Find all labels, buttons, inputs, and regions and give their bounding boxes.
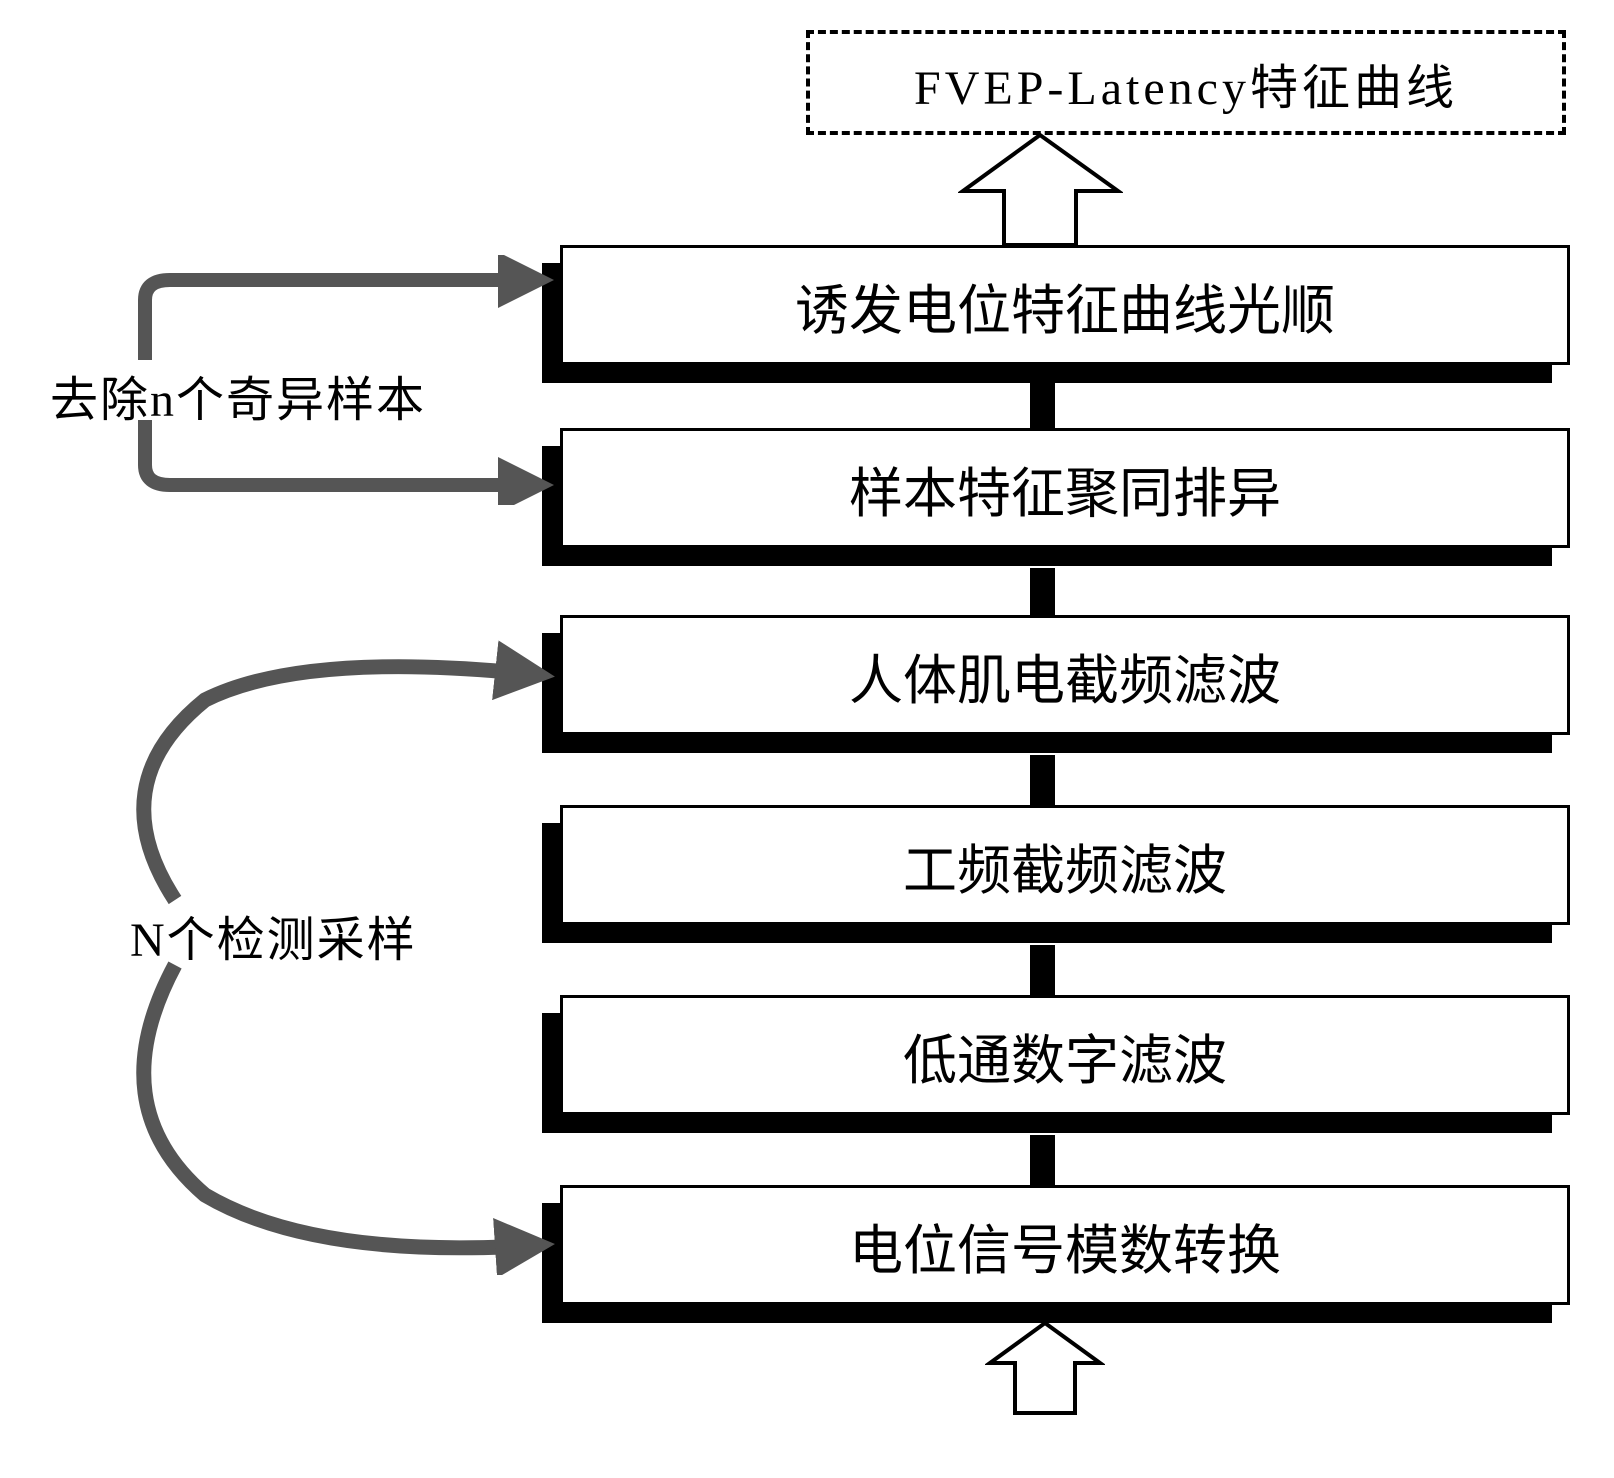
title-text: FVEP-Latency特征曲线	[914, 48, 1458, 118]
box-lowpass-filter: 低通数字滤波	[542, 995, 1570, 1133]
box-emg-filter: 人体肌电截频滤波	[542, 615, 1570, 753]
box1-text: 诱发电位特征曲线光顺	[795, 266, 1335, 345]
connector-2-3	[1030, 568, 1055, 618]
box6-text: 电位信号模数转换	[849, 1206, 1281, 1285]
box5-text: 低通数字滤波	[903, 1016, 1227, 1095]
box-power-filter: 工频截频滤波	[542, 805, 1570, 943]
box2-text: 样本特征聚同排异	[849, 449, 1281, 528]
connector-1-2	[1030, 383, 1055, 431]
box-adc: 电位信号模数转换	[542, 1185, 1570, 1323]
block-arrow-bottom	[985, 1321, 1105, 1416]
curve-arrow-1-down	[110, 415, 570, 505]
curve-arrow-2-down	[75, 955, 575, 1275]
box4-text: 工频截频滤波	[903, 826, 1227, 905]
connector-5-6	[1030, 1135, 1055, 1187]
block-arrow-top	[958, 133, 1123, 248]
flowchart-container: FVEP-Latency特征曲线 诱发电位特征曲线光顺 样本特征聚同排异 人体肌…	[40, 20, 1580, 1460]
box3-text: 人体肌电截频滤波	[849, 636, 1281, 715]
curve-arrow-2-up	[75, 630, 575, 930]
box-clustering: 样本特征聚同排异	[542, 428, 1570, 566]
title-box: FVEP-Latency特征曲线	[806, 30, 1566, 135]
curve-arrow-1-up	[110, 255, 570, 375]
box-smoothing: 诱发电位特征曲线光顺	[542, 245, 1570, 383]
connector-3-4	[1030, 755, 1055, 807]
connector-4-5	[1030, 945, 1055, 997]
